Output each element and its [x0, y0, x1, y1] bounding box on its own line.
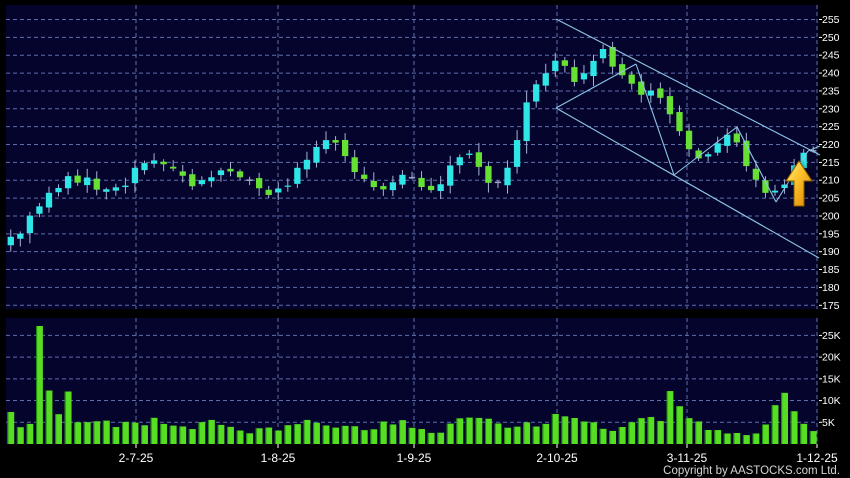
svg-text:205: 205	[822, 193, 840, 205]
svg-text:200: 200	[822, 211, 840, 223]
svg-text:255: 255	[822, 14, 840, 26]
svg-text:240: 240	[822, 68, 840, 80]
svg-text:15K: 15K	[822, 373, 841, 385]
svg-text:3-11-25: 3-11-25	[667, 451, 708, 465]
svg-text:190: 190	[822, 246, 840, 258]
svg-text:175: 175	[822, 300, 840, 312]
svg-text:Copyright by AASTOCKS.com Ltd.: Copyright by AASTOCKS.com Ltd.	[663, 465, 840, 477]
svg-text:2-7-25: 2-7-25	[119, 451, 154, 465]
svg-text:180: 180	[822, 282, 840, 294]
svg-text:1-12-25: 1-12-25	[796, 451, 838, 465]
svg-text:5K: 5K	[822, 417, 835, 429]
svg-text:220: 220	[822, 139, 840, 151]
svg-text:2-10-25: 2-10-25	[536, 451, 578, 465]
svg-text:10K: 10K	[822, 395, 841, 407]
svg-text:250: 250	[822, 32, 840, 44]
svg-text:230: 230	[822, 103, 840, 115]
svg-text:215: 215	[822, 157, 840, 169]
svg-text:225: 225	[822, 121, 840, 133]
svg-text:210: 210	[822, 175, 840, 187]
svg-text:20K: 20K	[822, 352, 841, 364]
svg-text:25K: 25K	[822, 330, 841, 342]
svg-text:1-9-25: 1-9-25	[397, 451, 432, 465]
svg-text:245: 245	[822, 50, 840, 62]
svg-text:195: 195	[822, 228, 840, 240]
svg-text:1-8-25: 1-8-25	[261, 451, 296, 465]
svg-text:235: 235	[822, 85, 840, 97]
svg-text:185: 185	[822, 264, 840, 276]
